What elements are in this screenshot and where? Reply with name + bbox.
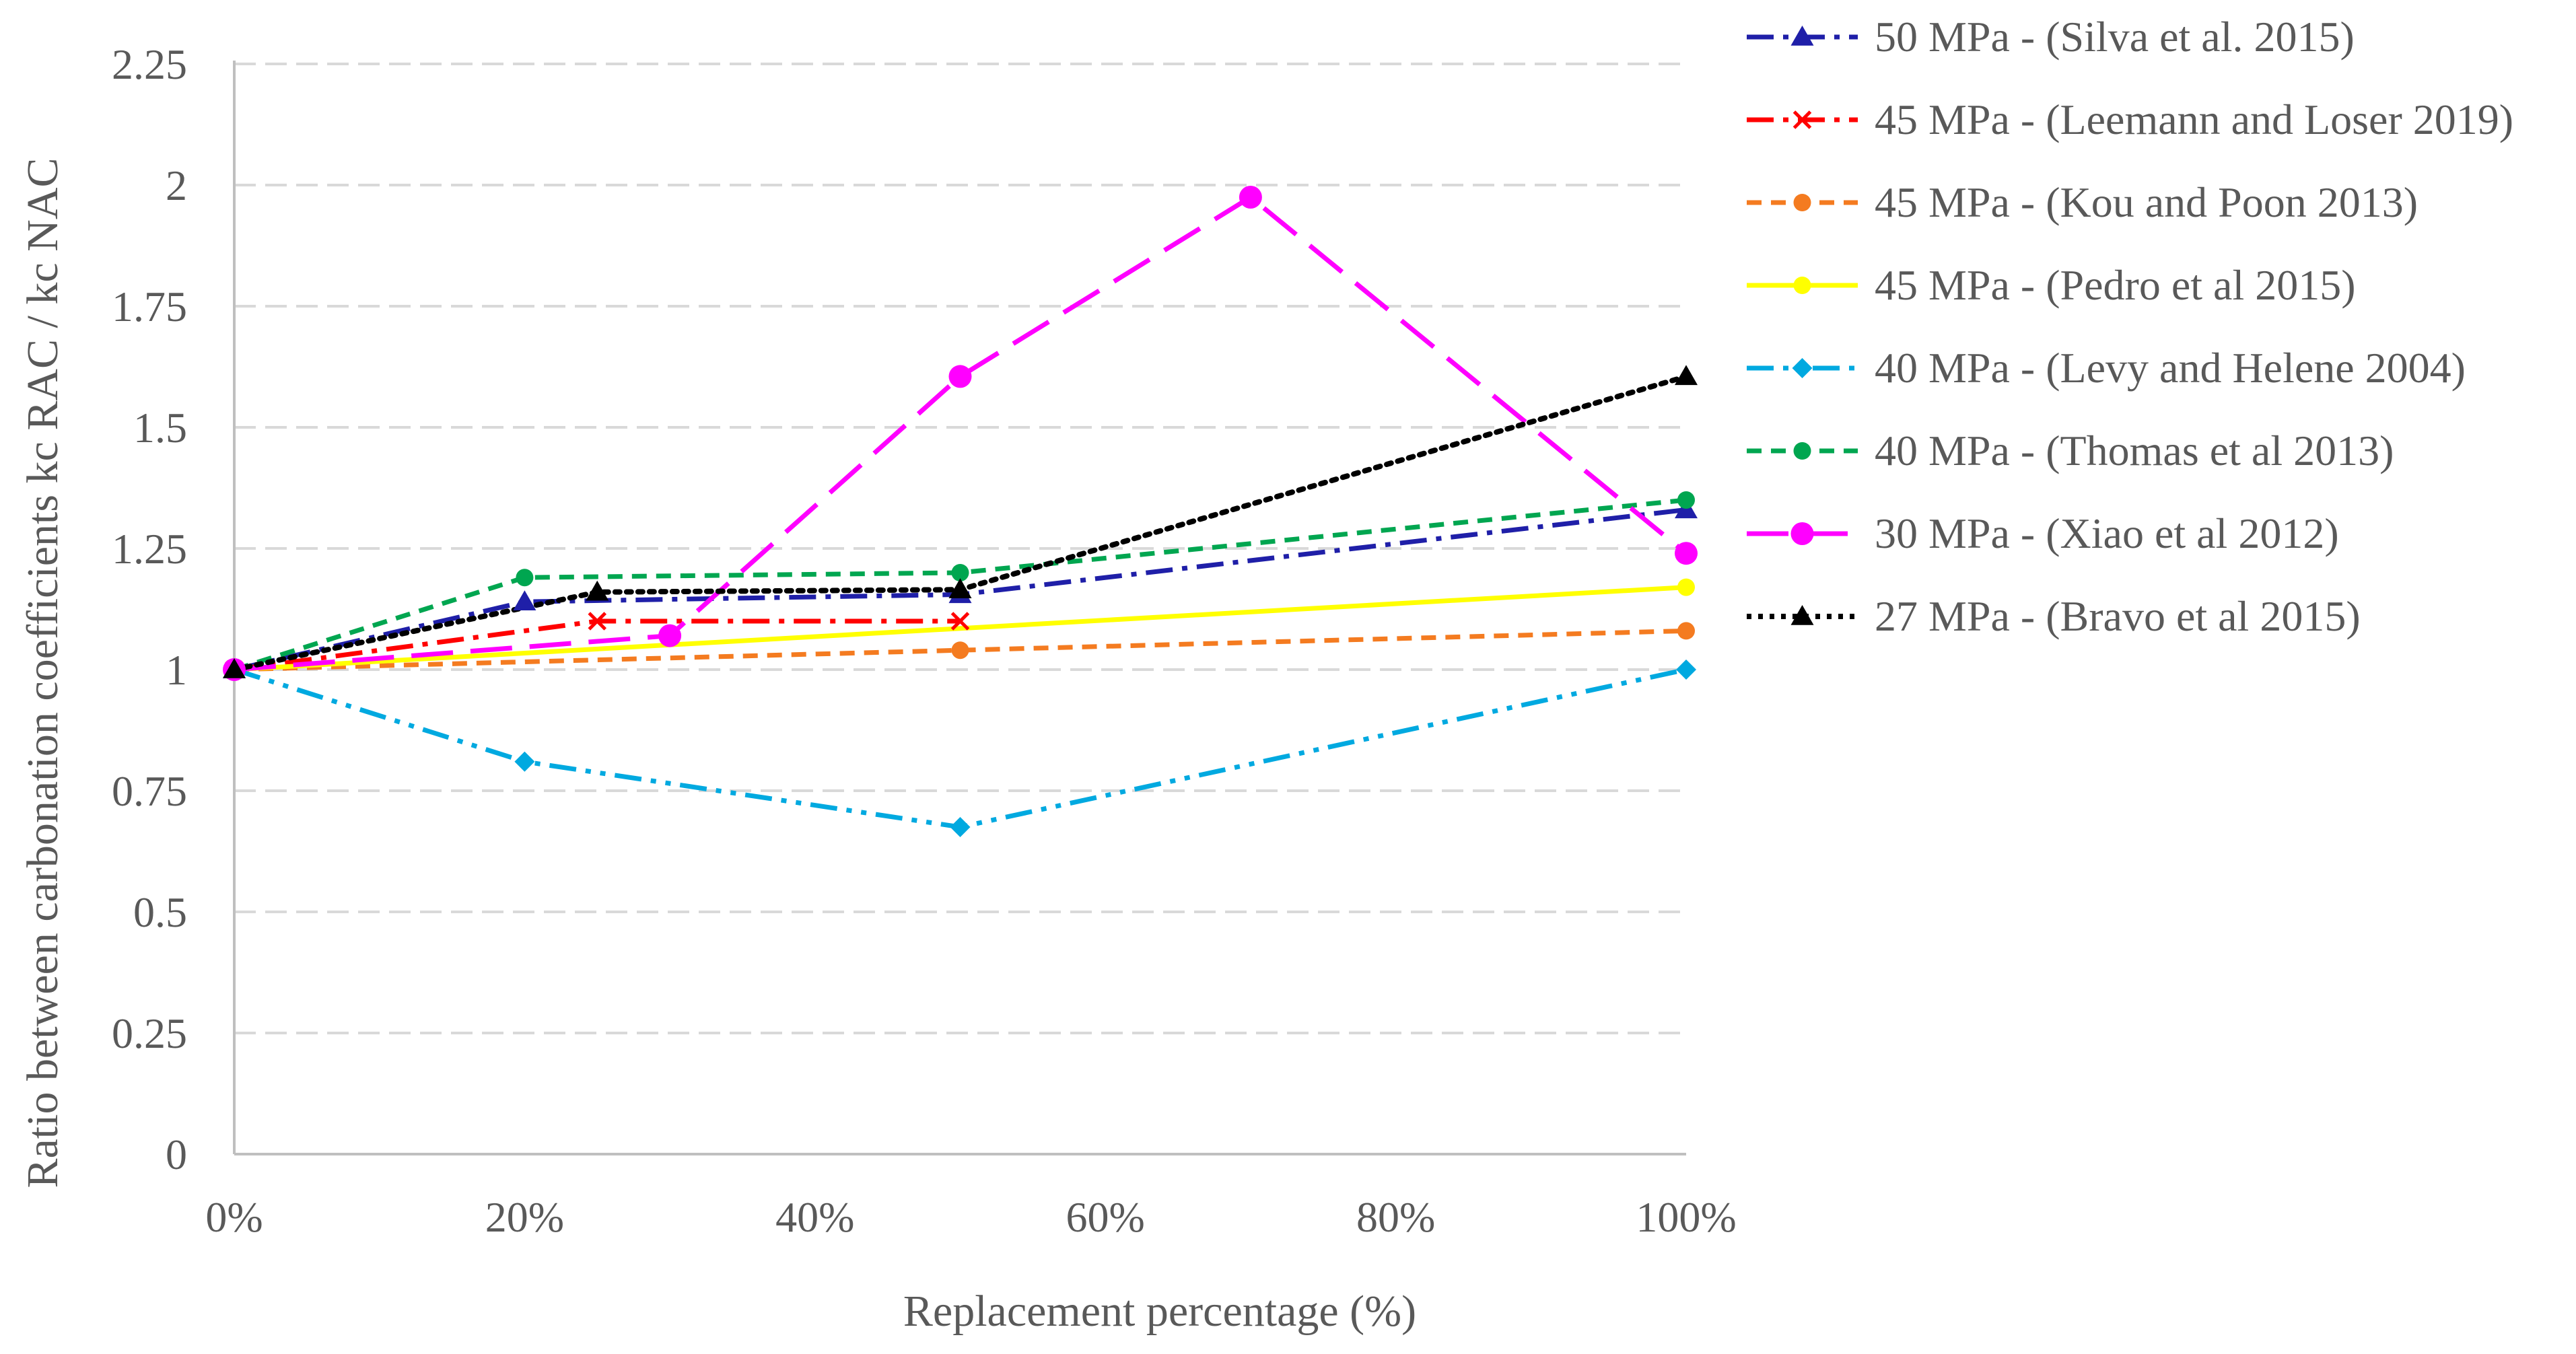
- legend-label: 45 MPa - (Kou and Poon 2013): [1875, 178, 2418, 226]
- series-line: [233, 667, 1687, 830]
- y-tick-label: 0: [166, 1131, 187, 1178]
- y-tick-label: 1.5: [133, 404, 187, 452]
- legend-label: 50 MPa - (Silva et al. 2015): [1875, 13, 2355, 61]
- data-point: [658, 624, 682, 647]
- legend-marker: [1790, 605, 1814, 625]
- y-tick-label: 2.25: [112, 40, 187, 88]
- legend-marker: [1790, 522, 1814, 545]
- y-tick-label: 0.75: [112, 767, 187, 815]
- tick-labels: 0 0.25 0.5 0.75 1 1.25 1.5 1.75 2 2.25 0% 20% 40% 60%…: [112, 40, 1737, 1241]
- legend-label: 45 MPa - (Leemann and Loser 2019): [1875, 96, 2513, 143]
- series-line: [234, 507, 1687, 672]
- y-tick-label: 1: [166, 646, 187, 694]
- data-point: [951, 564, 969, 581]
- legend-label: 30 MPa - (Xiao et al 2012): [1875, 509, 2339, 557]
- series-lines: [232, 194, 1689, 830]
- legend-marker: [1793, 277, 1811, 294]
- legend-label: 45 MPa - (Pedro et al 2015): [1875, 261, 2356, 309]
- legend-marker: [1793, 194, 1811, 211]
- x-tick-label: 20%: [485, 1193, 564, 1241]
- data-point: [1677, 622, 1695, 640]
- x-tick-label: 60%: [1066, 1193, 1145, 1241]
- x-tick-label: 80%: [1356, 1193, 1435, 1241]
- y-axis-title: Ratio between carbonation coefficients k…: [18, 157, 67, 1188]
- data-point: [586, 580, 609, 601]
- y-tick-label: 0.25: [112, 1009, 187, 1057]
- x-axis-title: Replacement percentage (%): [903, 1287, 1416, 1336]
- y-tick-label: 0.5: [133, 888, 187, 936]
- axes: [233, 61, 1686, 1155]
- x-tick-label: 100%: [1636, 1193, 1736, 1241]
- data-point: [1677, 578, 1695, 596]
- legend-marker: [1793, 442, 1811, 460]
- data-point: [951, 641, 969, 660]
- series-line: [234, 585, 1687, 672]
- data-point: [1239, 186, 1262, 209]
- data-point: [1676, 660, 1696, 680]
- legend-marker: [1790, 26, 1814, 46]
- series-line: [233, 497, 1687, 672]
- data-point: [948, 578, 972, 598]
- legend-marker: [1792, 358, 1813, 378]
- y-tick-label: 1.25: [112, 525, 187, 573]
- x-tick-label: 40%: [775, 1193, 854, 1241]
- y-tick-label: 1.75: [112, 283, 187, 330]
- legend: 50 MPa - (Silva et al. 2015) 45 MPa - (Le…: [1747, 13, 2513, 640]
- data-point: [588, 612, 607, 631]
- data-point: [1675, 542, 1698, 565]
- legend-marker: [1792, 110, 1812, 129]
- legend-label: 40 MPa - (Thomas et al 2013): [1875, 427, 2394, 474]
- legend-label: 40 MPa - (Levy and Helene 2004): [1875, 344, 2466, 392]
- data-point: [950, 612, 970, 631]
- data-point: [950, 817, 971, 837]
- data-point: [1675, 365, 1698, 386]
- series-line: [232, 373, 1689, 672]
- data-point: [513, 590, 536, 610]
- data-point: [516, 569, 534, 587]
- data-point: [948, 365, 972, 388]
- data-point: [223, 658, 246, 678]
- grid-lines: [234, 63, 1686, 1034]
- data-point: [514, 751, 535, 772]
- legend-label: 27 MPa - (Bravo et al 2015): [1875, 592, 2361, 640]
- data-point: [1677, 491, 1695, 509]
- y-tick-label: 2: [166, 162, 187, 209]
- x-tick-label: 0%: [205, 1193, 263, 1241]
- series-markers: [223, 186, 1698, 837]
